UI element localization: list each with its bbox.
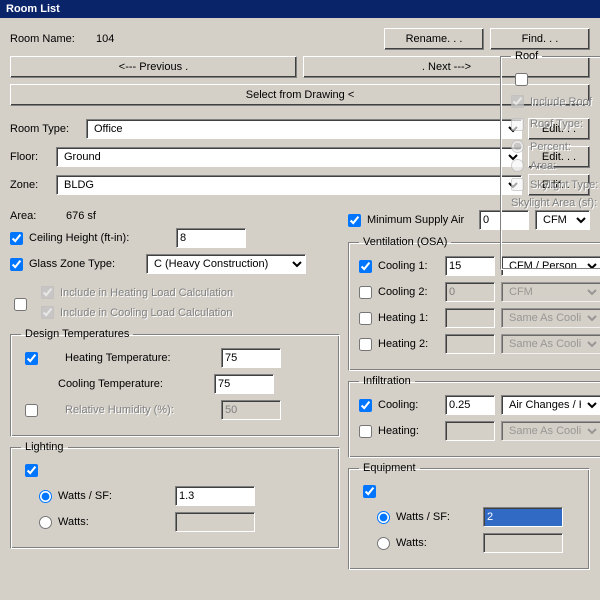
vent-heating1-check[interactable]: Heating 1: — [359, 312, 439, 325]
lighting-watts-sf-input[interactable] — [175, 486, 255, 506]
vent-cooling1-check[interactable]: Cooling 1: — [359, 260, 439, 273]
roof-master-check[interactable] — [515, 73, 528, 86]
heating-temp-check[interactable] — [25, 352, 38, 365]
ceiling-height-label: Ceiling Height (ft-in): — [29, 232, 129, 244]
rh-check[interactable] — [25, 404, 38, 417]
min-supply-label: Minimum Supply Air — [367, 214, 464, 226]
design-temperatures-group: Design Temperatures Heating Temperature:… — [10, 328, 340, 437]
glass-zone-label: Glass Zone Type: — [29, 258, 115, 270]
roof-type-check: Roof Type: — [511, 118, 596, 131]
lighting-check[interactable] — [25, 464, 38, 477]
equipment-legend: Equipment — [359, 462, 420, 474]
min-supply-check[interactable]: Minimum Supply Air — [348, 214, 464, 227]
lighting-group: Lighting Watts / SF: Watts: — [10, 441, 340, 549]
infil-cooling-input[interactable] — [445, 395, 495, 415]
zone-select[interactable]: BLDG — [56, 175, 522, 195]
previous-button[interactable]: <--- Previous . — [10, 56, 297, 78]
skylight-area-label: Skylight Area (sf): — [511, 197, 597, 209]
lighting-watts-radio[interactable]: Watts: — [39, 516, 169, 529]
vent-cooling2-unit: CFM — [501, 282, 600, 302]
design-temps-legend: Design Temperatures — [21, 328, 133, 340]
equip-watts-sf-input[interactable] — [483, 507, 563, 527]
vent-cooling2-check[interactable]: Cooling 2: — [359, 286, 439, 299]
room-name-value: 104 — [96, 33, 156, 45]
infil-cooling-unit[interactable]: Air Changes / H — [501, 395, 600, 415]
room-type-label: Room Type: — [10, 123, 80, 135]
floor-select[interactable]: Ground — [56, 147, 522, 167]
lighting-watts-sf-radio[interactable]: Watts / SF: — [39, 490, 169, 503]
cooling-temp-label: Cooling Temperature: — [58, 378, 208, 390]
equip-watts-input — [483, 533, 563, 553]
equipment-group: Equipment Watts / SF: Watts: — [348, 462, 590, 570]
include-cooling-check: Include in Cooling Load Calculation — [41, 306, 232, 319]
equipment-check[interactable] — [363, 485, 376, 498]
infiltration-group: Infiltration Cooling: Air Changes / H He… — [348, 375, 600, 458]
lighting-watts-input — [175, 512, 255, 532]
heating-temp-input[interactable] — [221, 348, 281, 368]
infil-cooling-check[interactable]: Cooling: — [359, 399, 439, 412]
glass-zone-select[interactable]: C (Heavy Construction) — [146, 254, 306, 274]
include-heating-check: Include in Heating Load Calculation — [41, 286, 233, 299]
area-label: Area: — [10, 210, 60, 222]
room-name-label: Room Name: — [10, 33, 90, 45]
roof-legend: Roof — [511, 50, 542, 62]
rh-label: Relative Humidity (%): — [65, 404, 215, 416]
zone-label: Zone: — [10, 179, 50, 191]
include-master-check[interactable] — [14, 298, 27, 311]
rh-input — [221, 400, 281, 420]
cooling-temp-input[interactable] — [214, 374, 274, 394]
roof-area-radio: Area: — [511, 159, 556, 172]
vent-heating2-unit: Same As Cooling — [501, 334, 600, 354]
ceiling-height-input[interactable] — [176, 228, 246, 248]
include-roof-check: Include Roof — [511, 95, 592, 108]
vent-heating1-input — [445, 308, 495, 328]
skylight-type-check: Skylight Type: — [511, 178, 598, 191]
infil-heating-input — [445, 421, 495, 441]
vent-heating2-input — [445, 334, 495, 354]
vent-cooling2-input — [445, 282, 495, 302]
roof-group: Roof Include Roof Roof Type: Percent: Ar… — [500, 50, 600, 270]
roof-percent-radio: Percent: — [511, 140, 571, 153]
floor-label: Floor: — [10, 151, 50, 163]
equip-watts-sf-radio[interactable]: Watts / SF: — [377, 511, 477, 524]
infiltration-legend: Infiltration — [359, 375, 415, 387]
room-type-select[interactable]: Office — [86, 119, 522, 139]
equip-watts-radio[interactable]: Watts: — [377, 537, 477, 550]
glass-zone-check[interactable]: Glass Zone Type: — [10, 258, 140, 271]
vent-heating1-unit: Same As Cooling — [501, 308, 600, 328]
ventilation-legend: Ventilation (OSA) — [359, 236, 451, 248]
heating-temp-label: Heating Temperature: — [65, 352, 215, 364]
lighting-legend: Lighting — [21, 441, 68, 453]
infil-heating-check[interactable]: Heating: — [359, 425, 439, 438]
area-value: 676 sf — [66, 210, 96, 222]
rename-button[interactable]: Rename. . . — [384, 28, 484, 50]
infil-heating-unit: Same As Cooling — [501, 421, 600, 441]
titlebar: Room List — [0, 0, 600, 18]
vent-cooling1-input[interactable] — [445, 256, 495, 276]
ceiling-height-check[interactable]: Ceiling Height (ft-in): — [10, 232, 170, 245]
vent-heating2-check[interactable]: Heating 2: — [359, 338, 439, 351]
